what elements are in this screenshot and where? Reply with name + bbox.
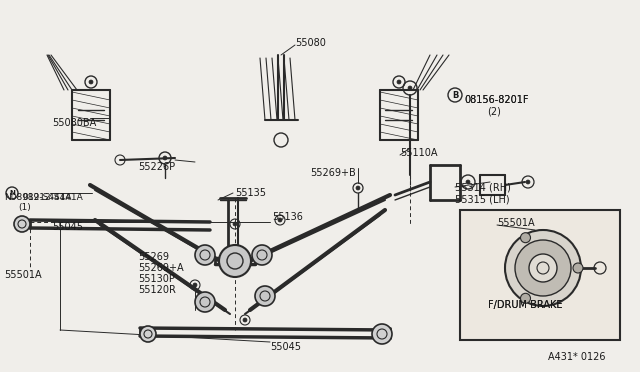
Circle shape <box>515 240 571 296</box>
Text: 55269+B: 55269+B <box>310 168 356 178</box>
Text: 55136: 55136 <box>272 212 303 222</box>
Text: 55269+A: 55269+A <box>138 263 184 273</box>
Circle shape <box>195 292 215 312</box>
Text: (2): (2) <box>487 106 501 116</box>
Circle shape <box>243 318 247 322</box>
Circle shape <box>520 233 531 243</box>
Text: 55045: 55045 <box>52 222 83 232</box>
Text: 55501A: 55501A <box>497 218 534 228</box>
Circle shape <box>529 254 557 282</box>
Text: 08156-8201F: 08156-8201F <box>464 95 529 105</box>
Bar <box>460 210 620 340</box>
Circle shape <box>526 180 530 184</box>
Text: F/DRUM BRAKE: F/DRUM BRAKE <box>488 300 563 310</box>
Text: 55226P: 55226P <box>138 162 175 172</box>
Circle shape <box>193 283 197 287</box>
Circle shape <box>140 326 156 342</box>
Text: (1): (1) <box>18 203 31 212</box>
Circle shape <box>14 216 30 232</box>
Circle shape <box>505 230 581 306</box>
Text: N08912-S441A: N08912-S441A <box>4 193 72 202</box>
Circle shape <box>233 222 237 226</box>
Text: 55080BA: 55080BA <box>52 118 96 128</box>
Circle shape <box>89 80 93 84</box>
Text: 55120R: 55120R <box>138 285 176 295</box>
Text: 55110A: 55110A <box>400 148 438 158</box>
Text: F/DRUM BRAKE: F/DRUM BRAKE <box>488 300 563 310</box>
Text: 55080: 55080 <box>295 38 326 48</box>
Circle shape <box>278 218 282 222</box>
Circle shape <box>408 86 412 90</box>
Circle shape <box>252 245 272 265</box>
Text: B: B <box>452 90 458 99</box>
Circle shape <box>163 156 167 160</box>
Circle shape <box>397 80 401 84</box>
Text: 55315 (LH): 55315 (LH) <box>455 194 509 204</box>
Circle shape <box>219 245 251 277</box>
Text: 08156-8201F: 08156-8201F <box>464 95 529 105</box>
Circle shape <box>372 324 392 344</box>
Circle shape <box>573 263 583 273</box>
Text: A431* 0126: A431* 0126 <box>548 352 605 362</box>
Text: 55269: 55269 <box>138 252 169 262</box>
Circle shape <box>520 293 531 303</box>
Circle shape <box>255 286 275 306</box>
Text: N: N <box>9 190 15 196</box>
Text: 08912-S441A: 08912-S441A <box>22 193 83 202</box>
Text: 55045: 55045 <box>270 342 301 352</box>
Circle shape <box>195 245 215 265</box>
Text: 55501A: 55501A <box>4 270 42 280</box>
Circle shape <box>466 180 470 184</box>
Text: 55130P: 55130P <box>138 274 175 284</box>
Text: 55135: 55135 <box>235 188 266 198</box>
Circle shape <box>356 186 360 190</box>
Text: 55314 (RH): 55314 (RH) <box>455 183 511 193</box>
